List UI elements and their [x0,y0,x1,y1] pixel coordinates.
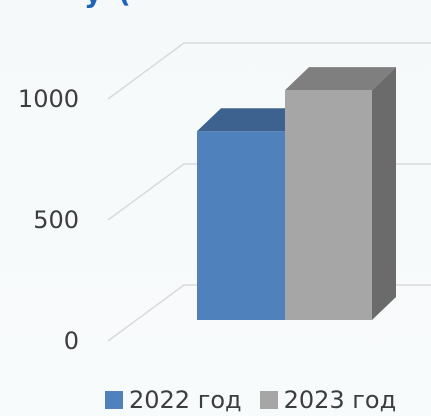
bar-1-top [285,67,396,91]
legend-label-2023: 2023 год [283,386,397,414]
legend-item-2023: 2023 год [259,386,397,414]
y-tick-label-1000: 1000 [18,85,79,113]
legend-swatch-2023 [259,391,278,409]
y-tick-label-0: 0 [64,327,79,355]
legend-label-2022: 2022 год [129,386,242,414]
chart-title: у ( [84,0,134,9]
legend-swatch-2022 [105,391,123,409]
title-clip: у ( [0,0,431,16]
bar-0-front [197,131,287,320]
bar-1-side [372,67,396,320]
legend-item-2022: 2022 год [105,386,242,414]
bar-0-top [197,108,311,132]
chart-legend: 2022 год 2023 год [105,386,396,414]
bar-1-front [285,90,372,320]
gridline-1000 [107,42,431,100]
y-tick-label-500: 500 [33,206,79,234]
